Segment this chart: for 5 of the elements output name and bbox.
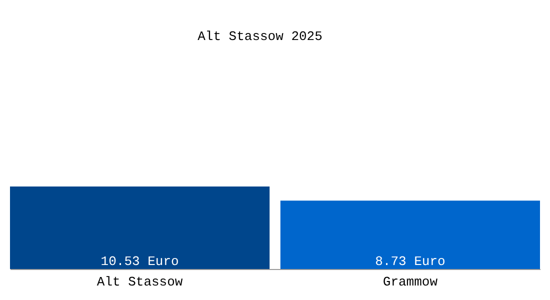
data-label: 8.73 Euro [375, 254, 446, 269]
x-tick-label: Grammow [382, 274, 438, 290]
data-label: 10.53 Euro [100, 254, 179, 269]
chart-title: Alt Stassow 2025 [198, 29, 322, 44]
x-tick-label: Alt Stassow [96, 274, 183, 290]
